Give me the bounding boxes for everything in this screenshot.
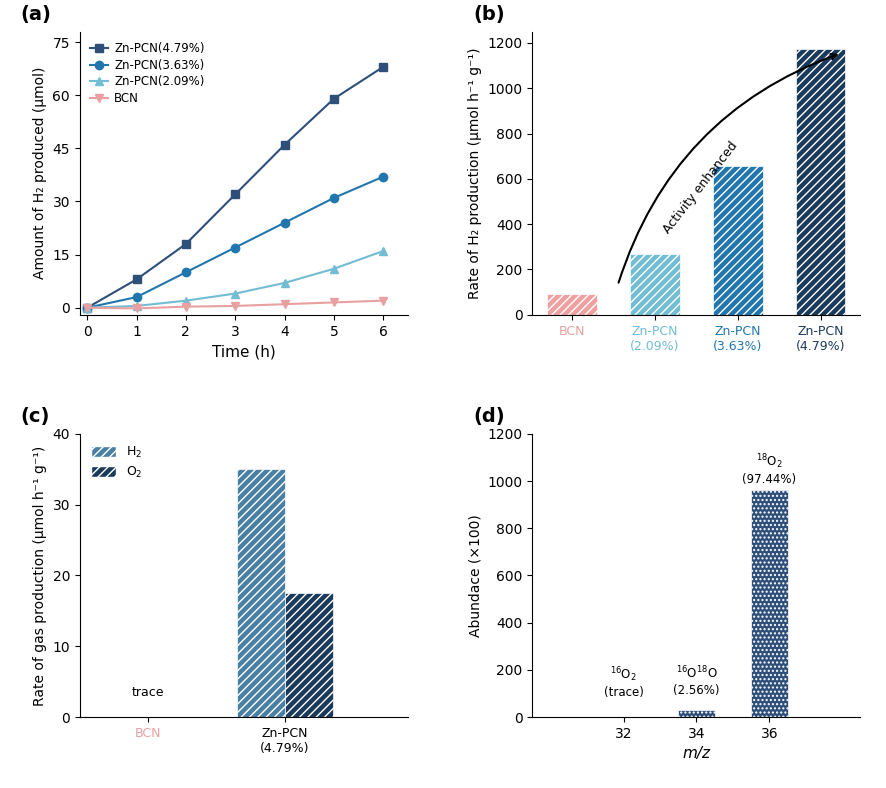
Zn-PCN(2.09%) bbox=[131, 301, 142, 310]
Legend: Zn-PCN(4.79%), Zn-PCN(3.63%), Zn-PCN(2.09%), BCN: Zn-PCN(4.79%), Zn-PCN(3.63%), Zn-PCN(2.0… bbox=[86, 37, 209, 110]
Zn-PCN(2.09%) bbox=[82, 303, 92, 313]
Y-axis label: Abundace (×100): Abundace (×100) bbox=[468, 514, 481, 637]
Bar bbox=[795, 49, 844, 315]
Zn-PCN(4.79%) bbox=[82, 303, 92, 313]
Bar bbox=[629, 254, 679, 315]
Zn-PCN(2.09%) bbox=[181, 296, 191, 306]
Legend: H$_2$, O$_2$: H$_2$, O$_2$ bbox=[86, 440, 147, 485]
BCN bbox=[181, 302, 191, 311]
X-axis label: Time (h): Time (h) bbox=[212, 344, 276, 359]
BCN bbox=[229, 301, 240, 310]
Text: $^{16}$O$^{18}$O
(2.56%): $^{16}$O$^{18}$O (2.56%) bbox=[672, 665, 719, 697]
Bar bbox=[712, 166, 762, 315]
Text: $^{18}$O$_2$
(97.44%): $^{18}$O$_2$ (97.44%) bbox=[742, 452, 796, 485]
Zn-PCN(3.63%) bbox=[181, 268, 191, 277]
Y-axis label: Amount of H₂ produced (μmol): Amount of H₂ produced (μmol) bbox=[33, 67, 47, 280]
BCN bbox=[328, 298, 338, 307]
Zn-PCN(3.63%) bbox=[377, 172, 388, 181]
Text: $^{16}$O$_2$
(trace): $^{16}$O$_2$ (trace) bbox=[602, 665, 642, 699]
Zn-PCN(2.09%) bbox=[328, 264, 338, 273]
Zn-PCN(3.63%) bbox=[229, 243, 240, 252]
Text: (d): (d) bbox=[473, 407, 504, 426]
Text: (b): (b) bbox=[473, 6, 504, 24]
Zn-PCN(3.63%) bbox=[82, 303, 92, 313]
Y-axis label: Rate of H₂ production (μmol h⁻¹ g⁻¹): Rate of H₂ production (μmol h⁻¹ g⁻¹) bbox=[468, 47, 481, 299]
Zn-PCN(4.79%) bbox=[229, 190, 240, 199]
Line: Zn-PCN(2.09%): Zn-PCN(2.09%) bbox=[83, 247, 387, 312]
Bar bbox=[237, 469, 284, 717]
Text: trace: trace bbox=[132, 686, 164, 700]
Bar bbox=[284, 593, 332, 717]
Line: Zn-PCN(3.63%): Zn-PCN(3.63%) bbox=[83, 173, 387, 312]
BCN bbox=[377, 296, 388, 306]
Zn-PCN(4.79%) bbox=[131, 275, 142, 284]
Zn-PCN(2.09%) bbox=[377, 247, 388, 256]
Zn-PCN(2.09%) bbox=[229, 289, 240, 299]
BCN bbox=[279, 299, 290, 309]
BCN bbox=[131, 303, 142, 313]
Zn-PCN(3.63%) bbox=[328, 193, 338, 203]
X-axis label: m/z: m/z bbox=[681, 746, 710, 761]
Zn-PCN(4.79%) bbox=[377, 62, 388, 72]
Zn-PCN(4.79%) bbox=[279, 140, 290, 150]
Zn-PCN(4.79%) bbox=[181, 240, 191, 249]
Zn-PCN(3.63%) bbox=[279, 218, 290, 228]
Zn-PCN(2.09%) bbox=[279, 278, 290, 288]
Line: BCN: BCN bbox=[83, 296, 387, 313]
Zn-PCN(3.63%) bbox=[131, 292, 142, 302]
Zn-PCN(4.79%) bbox=[328, 94, 338, 103]
Bar bbox=[750, 490, 787, 717]
Y-axis label: Rate of gas production (μmol h⁻¹ g⁻¹): Rate of gas production (μmol h⁻¹ g⁻¹) bbox=[33, 445, 47, 705]
Text: (a): (a) bbox=[20, 6, 51, 24]
Text: (c): (c) bbox=[20, 407, 51, 426]
Bar bbox=[547, 295, 596, 315]
Text: Activity enhanced: Activity enhanced bbox=[660, 139, 740, 236]
Bar bbox=[678, 710, 714, 717]
BCN bbox=[82, 303, 92, 313]
Line: Zn-PCN(4.79%): Zn-PCN(4.79%) bbox=[83, 63, 387, 312]
